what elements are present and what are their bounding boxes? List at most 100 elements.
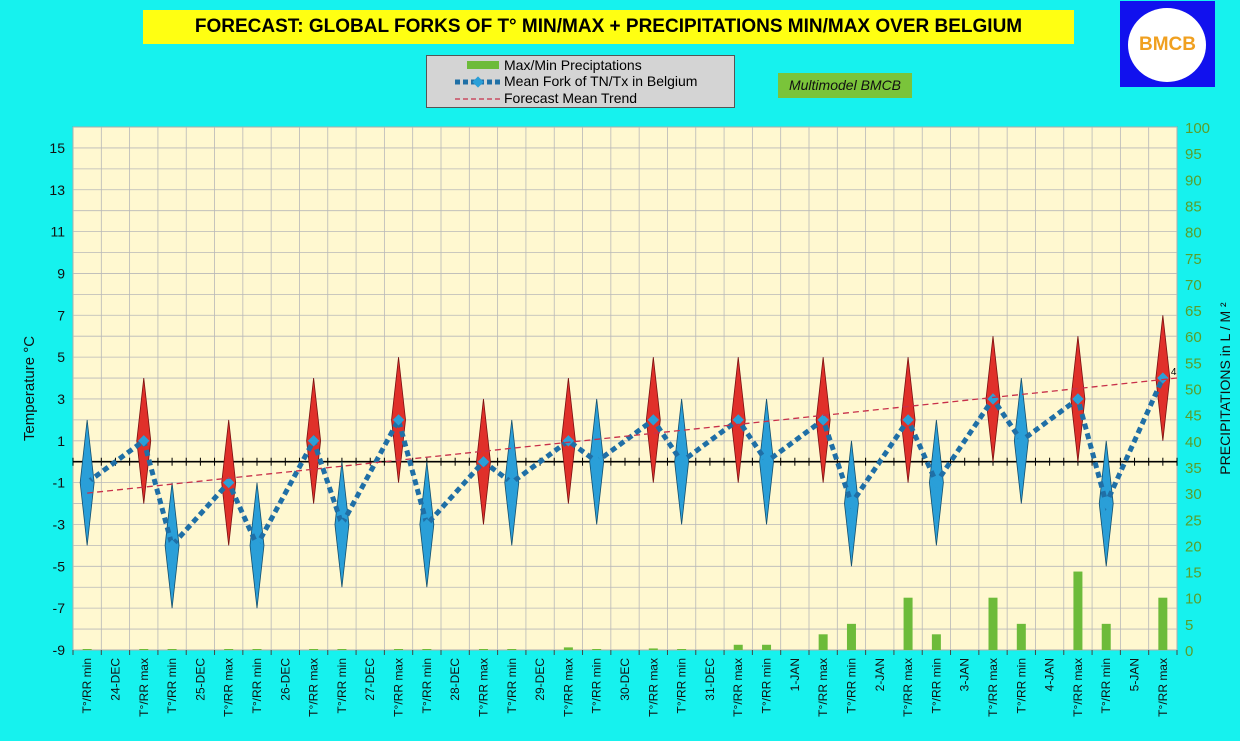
y2-tick-label: 10 xyxy=(1185,591,1202,608)
mean-point xyxy=(845,497,858,510)
legend-swatch-precip xyxy=(467,61,499,69)
legend-item-trend: Forecast Mean Trend xyxy=(427,90,734,107)
x-tick-label: T°/RR min xyxy=(760,658,774,713)
y-tick-label: 1 xyxy=(57,433,65,449)
mean-fork-line xyxy=(85,377,1166,552)
logo-text: BMCB xyxy=(1139,34,1196,55)
precip-bar xyxy=(309,649,319,650)
y2-tick-label: 50 xyxy=(1185,382,1202,399)
x-tick-label: T°/RR max xyxy=(901,658,915,717)
x-tick-label: T°/RR min xyxy=(80,658,94,713)
precip-bar xyxy=(733,644,743,650)
y-tick-label: 15 xyxy=(49,140,65,156)
y2-tick-label: 5 xyxy=(1185,617,1193,634)
mean-point xyxy=(421,518,433,531)
y2-tick-label: 100 xyxy=(1185,120,1210,137)
x-tick-label: T°/RR max xyxy=(476,658,490,717)
last-value-label: 4 xyxy=(1171,367,1177,378)
x-tick-label: 31-DEC xyxy=(703,658,717,701)
x-tick-label: T°/RR max xyxy=(561,658,575,717)
x-tick-label: T°/RR min xyxy=(929,658,943,713)
mean-point xyxy=(930,476,943,489)
chart-title: FORECAST: GLOBAL FORKS OF T° MIN/MAX + P… xyxy=(143,10,1074,44)
mean-point xyxy=(477,456,490,468)
precip-bar xyxy=(988,597,998,650)
y2-tick-label: 85 xyxy=(1185,198,1202,215)
precip-bar xyxy=(1016,623,1026,650)
mean-point xyxy=(987,393,999,405)
y2-axis-title: PRECIPITATIONS in L / M ² xyxy=(1217,302,1233,475)
mean-point xyxy=(1100,497,1112,510)
mean-point xyxy=(223,476,235,489)
y-tick-label: 3 xyxy=(57,391,65,407)
mean-point xyxy=(732,414,744,426)
trend-line xyxy=(87,377,1178,494)
mean-point xyxy=(817,414,829,426)
x-tick-label: 4-JAN xyxy=(1043,658,1057,691)
x-tick-label: 25-DEC xyxy=(193,658,207,701)
precip-bar xyxy=(931,634,941,650)
precip-bar xyxy=(167,649,177,650)
mean-point xyxy=(562,435,575,447)
precip-bar xyxy=(1073,571,1083,650)
x-tick-label: T°/RR min xyxy=(250,658,264,713)
x-tick-label: T°/RR max xyxy=(731,658,745,717)
x-tick-label: T°/RR min xyxy=(505,658,519,713)
x-tick-label: T°/RR max xyxy=(307,658,321,717)
x-tick-label: T°/RR max xyxy=(222,658,236,717)
precip-bar xyxy=(903,597,913,650)
y-tick-label: 13 xyxy=(49,182,65,198)
y-tick-label: -7 xyxy=(53,600,66,616)
x-tick-label: 5-JAN xyxy=(1128,658,1142,691)
y2-tick-label: 30 xyxy=(1185,486,1202,503)
x-tick-label: T°/RR max xyxy=(986,658,1000,717)
y2-tick-label: 60 xyxy=(1185,329,1202,346)
y2-tick-label: 80 xyxy=(1185,225,1202,242)
x-tick-label: 3-JAN xyxy=(958,658,972,691)
y2-tick-label: 0 xyxy=(1185,643,1193,660)
precip-bar xyxy=(762,644,772,650)
x-tick-label: T°/RR min xyxy=(1014,658,1028,713)
precip-bar xyxy=(252,649,262,650)
precip-bar xyxy=(394,649,404,650)
precip-bar xyxy=(818,634,828,650)
y-tick-label: 9 xyxy=(57,265,65,281)
x-tick-label: T°/RR max xyxy=(1071,658,1085,717)
x-tick-label: T°/RR min xyxy=(420,658,434,713)
mean-point xyxy=(902,414,914,426)
model-badge: Multimodel BMCB xyxy=(778,73,912,98)
plot-area xyxy=(72,126,1178,651)
precip-bar xyxy=(648,648,658,650)
legend-label-mean: Mean Fork of TN/Tx in Belgium xyxy=(504,73,698,89)
y2-tick-label: 75 xyxy=(1185,251,1202,268)
x-tick-label: 1-JAN xyxy=(788,658,802,691)
x-tick-label: T°/RR min xyxy=(1099,658,1113,713)
precip-bar xyxy=(337,649,347,650)
legend: Max/Min Preciptations Mean Fork of TN/Tx… xyxy=(426,55,735,108)
y-tick-label: 5 xyxy=(57,349,65,365)
precip-bar xyxy=(507,649,517,650)
y-tick-label: 11 xyxy=(50,224,65,240)
y2-tick-label: 95 xyxy=(1185,146,1202,163)
bmcb-logo: BMCB xyxy=(1120,1,1215,87)
legend-label-trend: Forecast Mean Trend xyxy=(504,90,638,106)
y-tick-label: -3 xyxy=(53,516,66,532)
mean-point xyxy=(647,414,659,426)
legend-item-mean: Mean Fork of TN/Tx in Belgium xyxy=(427,73,734,90)
legend-label-precip: Max/Min Preciptations xyxy=(504,57,642,73)
y-tick-label: -9 xyxy=(53,642,66,658)
y2-tick-label: 25 xyxy=(1185,512,1202,529)
x-tick-label: T°/RR max xyxy=(816,658,830,717)
x-tick-label: 29-DEC xyxy=(533,658,547,701)
x-tick-label: T°/RR max xyxy=(137,658,151,717)
precip-bar xyxy=(846,623,856,650)
x-tick-label: 30-DEC xyxy=(618,658,632,701)
mean-point xyxy=(591,456,603,468)
x-tick-label: T°/RR min xyxy=(165,658,179,713)
mean-point xyxy=(1157,372,1169,384)
precip-bar xyxy=(563,647,573,650)
y2-tick-label: 40 xyxy=(1185,434,1202,451)
mean-point xyxy=(1072,393,1084,405)
x-tick-label: 24-DEC xyxy=(108,658,122,701)
